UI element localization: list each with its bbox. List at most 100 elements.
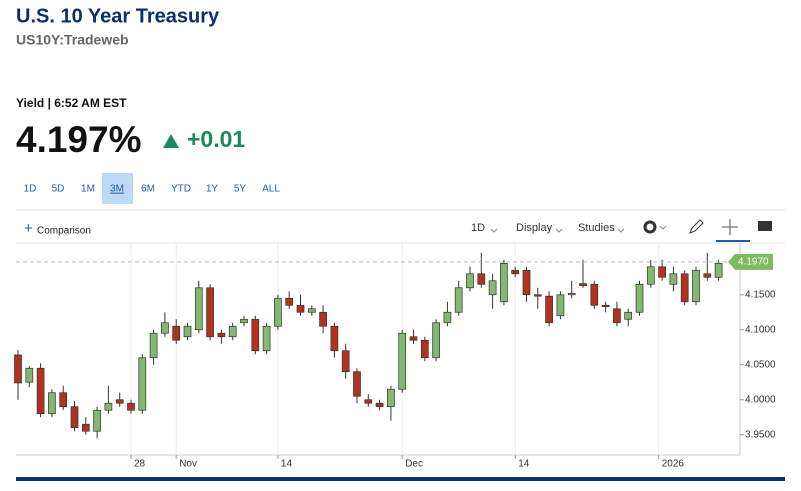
candle-body — [330, 325, 339, 352]
candle-body — [25, 367, 34, 383]
range-button[interactable]: ALL — [262, 184, 280, 195]
candle-body — [409, 336, 418, 341]
candle-body — [601, 304, 610, 308]
candle-body — [398, 332, 407, 390]
range-button[interactable]: 5D — [52, 184, 65, 195]
candle-body — [658, 266, 666, 278]
candle-body — [466, 273, 474, 289]
y-tick-label: 4.0500 — [745, 359, 776, 370]
range-active-bg — [102, 173, 133, 204]
candle-body — [545, 295, 553, 324]
candle-body — [240, 318, 248, 324]
range-button[interactable]: 6M — [141, 184, 155, 195]
candle-body — [285, 297, 294, 306]
candle-body — [104, 402, 113, 411]
y-tick-label: 4.1000 — [745, 324, 776, 335]
last-price-tag — [728, 253, 773, 270]
candle-body — [556, 294, 565, 317]
candle-body — [454, 287, 463, 313]
candle-body — [590, 283, 599, 306]
candle-body — [703, 273, 712, 278]
x-tick-label: 14 — [518, 459, 530, 470]
chevron — [659, 225, 667, 230]
candle-body — [420, 339, 429, 359]
price: 4.197% — [16, 119, 142, 160]
candle-body — [511, 269, 520, 275]
candle-body — [262, 325, 271, 352]
chevron — [617, 228, 625, 233]
x-tick-label: 28 — [134, 459, 146, 470]
crosshair-icon[interactable] — [722, 219, 738, 235]
candle-body — [692, 269, 700, 303]
candle-body — [669, 273, 678, 285]
candle-body — [624, 311, 633, 320]
candle-body — [138, 357, 147, 411]
candle-body — [206, 287, 214, 338]
candle-body — [307, 308, 316, 313]
up-arrow — [163, 134, 179, 148]
candle-body — [635, 283, 644, 313]
candle-body — [579, 283, 587, 287]
candle-body — [522, 269, 531, 296]
comparison-button[interactable]: Comparison — [37, 226, 91, 237]
x-tick-label: 14 — [281, 459, 293, 470]
candle-body — [194, 287, 203, 331]
x-tick-label: Nov — [179, 459, 197, 470]
studies-button[interactable]: Studies — [578, 222, 615, 234]
candle-body — [251, 318, 260, 352]
candle-body — [319, 311, 327, 327]
candle-body — [533, 294, 542, 297]
candle-body — [432, 322, 440, 359]
candle-body — [364, 399, 373, 404]
candle-body — [488, 280, 497, 296]
range-button[interactable]: 1M — [81, 184, 95, 195]
bottom-bar — [16, 477, 785, 481]
candle-body — [172, 325, 181, 341]
candle-body — [341, 350, 350, 373]
candle-body — [477, 273, 486, 285]
candle-body — [36, 367, 45, 415]
change: +0.01 — [187, 126, 245, 152]
range-buttons: 1D 5D 1M 3M 6M YTD 1Y 5Y ALL — [24, 173, 280, 204]
candle-body — [48, 392, 56, 415]
range-button[interactable]: 1D — [24, 184, 37, 195]
title: U.S. 10 Year Treasury — [16, 5, 220, 27]
candle-body — [353, 371, 361, 397]
y-tick-label: 3.9500 — [745, 429, 776, 440]
draw-icon[interactable] — [689, 219, 704, 234]
candle-body — [387, 388, 395, 408]
candle-body — [296, 304, 305, 313]
candle-body — [443, 311, 452, 324]
comment-icon[interactable] — [758, 221, 772, 231]
quote-label: Yield | 6:52 AM EST — [16, 96, 127, 110]
candle-body — [567, 293, 576, 296]
candle-body — [613, 308, 621, 324]
chevron — [555, 228, 563, 233]
settings-icon[interactable] — [643, 220, 657, 234]
y-tick-label: 4.0000 — [745, 394, 776, 405]
candle-body — [81, 423, 90, 432]
subtitle: US10Y:Tradeweb — [16, 32, 129, 48]
range-button[interactable]: 1Y — [206, 184, 219, 195]
interval-button[interactable]: 1D — [471, 222, 485, 234]
range-button[interactable]: 5Y — [234, 184, 247, 195]
candle-body — [161, 322, 169, 334]
candle-body — [228, 325, 237, 338]
x-tick-label: Dec — [405, 459, 423, 470]
candle-body — [93, 409, 101, 432]
range-button[interactable]: YTD — [171, 184, 191, 195]
range-button[interactable]: 3M — [110, 184, 124, 195]
candle-body — [217, 332, 226, 338]
candle-body — [70, 406, 79, 429]
y-tick-label: 4.1500 — [745, 289, 776, 300]
candle-body — [500, 262, 508, 303]
candle-body — [127, 402, 135, 411]
display-button[interactable]: Display — [516, 222, 553, 234]
x-tick-label: 2026 — [662, 459, 685, 470]
candle-body — [14, 354, 22, 384]
last-price-label: 4.1970 — [738, 257, 769, 268]
plus-icon[interactable]: + — [24, 220, 33, 237]
candle-body — [59, 392, 68, 408]
